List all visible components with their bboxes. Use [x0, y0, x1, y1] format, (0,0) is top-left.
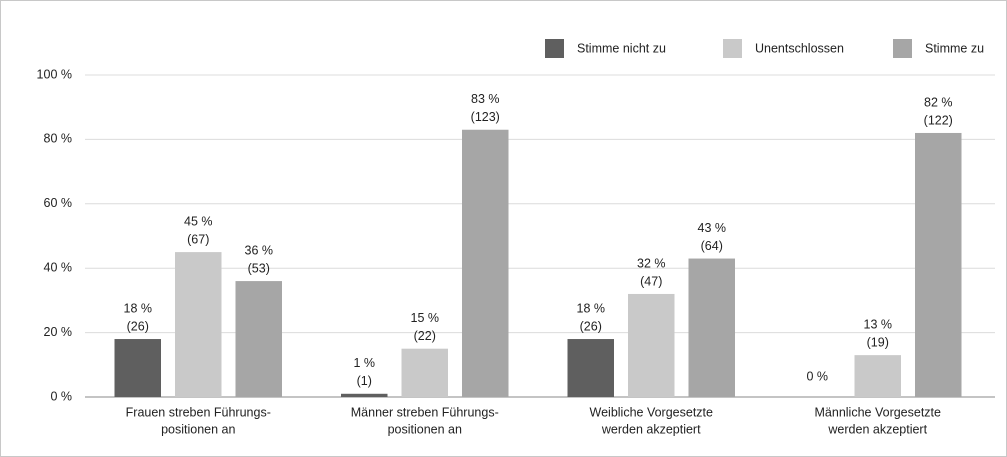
value-label: 45 %: [184, 214, 213, 228]
value-label: 0 %: [806, 369, 828, 383]
count-label: (53): [248, 261, 270, 275]
count-label: (26): [580, 319, 602, 333]
bar: [462, 129, 509, 398]
y-tick-label: 40 %: [44, 260, 73, 274]
y-tick-label: 80 %: [44, 132, 73, 146]
legend-swatch: [893, 39, 912, 58]
bar: [175, 252, 222, 397]
legend-swatch: [545, 39, 564, 58]
legend-label: Stimme zu: [925, 41, 984, 55]
x-tick-label: positionen an: [161, 422, 235, 436]
x-tick-label: werden akzeptiert: [601, 422, 701, 436]
bar: [341, 393, 388, 397]
bar: [401, 348, 448, 397]
bar: [114, 339, 161, 397]
count-label: (26): [127, 319, 149, 333]
x-tick-label: werden akzeptiert: [827, 422, 927, 436]
bar: [854, 355, 901, 397]
value-label: 15 %: [411, 311, 440, 325]
value-label: 13 %: [864, 317, 893, 331]
legend-label: Stimme nicht zu: [577, 41, 666, 55]
count-label: (19): [867, 335, 889, 349]
bar: [235, 281, 282, 397]
count-label: (22): [414, 329, 436, 343]
legend-swatch: [723, 39, 742, 58]
count-label: (122): [924, 113, 953, 127]
x-tick-label: Weibliche Vorgesetzte: [590, 405, 713, 419]
count-label: (64): [701, 239, 723, 253]
x-tick-label: positionen an: [388, 422, 462, 436]
value-label: 36 %: [245, 243, 274, 257]
y-tick-label: 60 %: [44, 196, 73, 210]
y-tick-label: 0 %: [50, 389, 72, 403]
count-label: (123): [471, 110, 500, 124]
value-label: 32 %: [637, 256, 666, 270]
value-label: 18 %: [577, 301, 606, 315]
count-label: (67): [187, 232, 209, 246]
bar: [628, 293, 675, 397]
value-label: 82 %: [924, 95, 953, 109]
y-tick-label: 20 %: [44, 325, 73, 339]
value-label: 18 %: [124, 301, 153, 315]
y-tick-label: 100 %: [37, 67, 72, 81]
value-label: 83 %: [471, 92, 500, 106]
bar: [688, 258, 735, 397]
value-label: 43 %: [698, 221, 727, 235]
count-label: (1): [357, 374, 372, 388]
bar: [915, 132, 962, 397]
legend-label: Unentschlossen: [755, 41, 844, 55]
x-tick-label: Frauen streben Führungs-: [126, 405, 271, 419]
x-tick-label: Männer streben Führungs-: [351, 405, 499, 419]
x-tick-label: Männliche Vorgesetzte: [815, 405, 942, 419]
value-label: 1 %: [353, 356, 375, 370]
bar: [567, 339, 614, 397]
count-label: (47): [640, 274, 662, 288]
